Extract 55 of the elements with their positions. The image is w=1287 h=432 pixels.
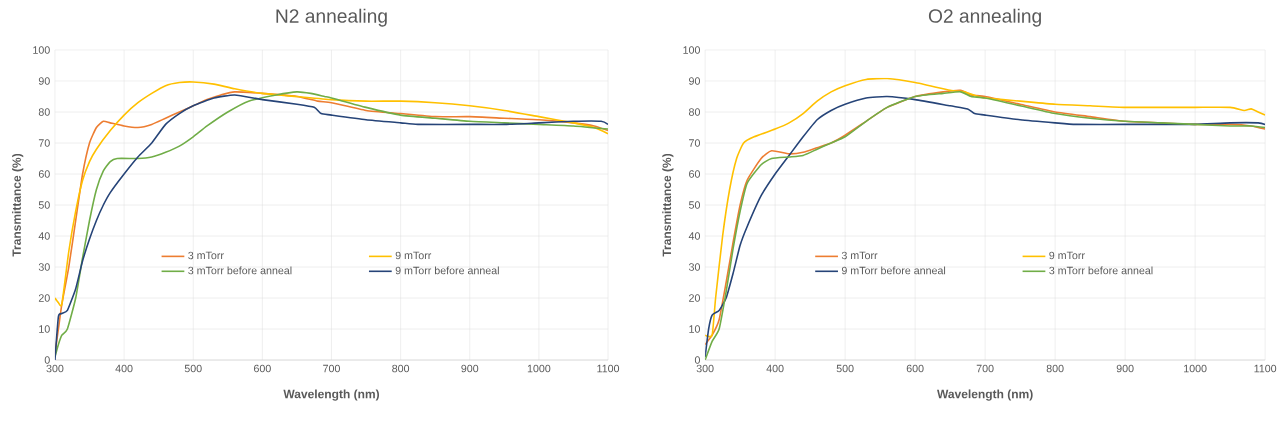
x-tick-label: 300 <box>696 364 714 373</box>
y-axis-title: Transmittance (%) <box>12 153 24 257</box>
legend-label: 3 mTorr before anneal <box>1049 266 1153 275</box>
y-tick-label: 0 <box>44 356 50 364</box>
y-tick-label: 10 <box>39 325 50 333</box>
x-tick-label: 800 <box>1046 364 1064 373</box>
y-tick-label: 40 <box>688 232 700 240</box>
x-axis-title: Wavelength (nm) <box>283 389 380 401</box>
y-tick-label: 10 <box>689 325 700 333</box>
legend-label: 3 mTorr before anneal <box>188 266 292 275</box>
x-tick-label: 700 <box>323 364 340 373</box>
x-tick-label: 800 <box>392 364 410 373</box>
y-tick-label: 90 <box>689 77 700 85</box>
y-tick-label: 0 <box>694 356 700 364</box>
chart-title: N2 annealing <box>276 8 387 27</box>
x-tick-label: 900 <box>1116 364 1134 373</box>
x-tick-label: 700 <box>976 364 994 373</box>
x-tick-label: 500 <box>184 364 202 373</box>
y-tick-label: 90 <box>38 77 50 85</box>
x-tick-label: 1100 <box>597 364 620 373</box>
y-tick-label: 20 <box>38 294 50 302</box>
y-tick-label: 40 <box>38 232 50 240</box>
y-tick-label: 50 <box>688 201 700 209</box>
y-tick-label: 80 <box>689 108 700 116</box>
y-axis-title: Transmittance (%) <box>662 153 674 257</box>
x-tick-label: 600 <box>254 364 271 373</box>
x-tick-label: 600 <box>906 364 924 373</box>
legend-label: 9 mTorr <box>1049 251 1085 260</box>
x-tick-label: 1000 <box>1184 364 1207 373</box>
line-series <box>54 81 609 306</box>
x-axis-title: Wavelength (nm) <box>937 389 1033 401</box>
y-tick-label: 60 <box>689 170 700 178</box>
y-tick-label: 70 <box>38 139 50 147</box>
y-tick-label: 50 <box>38 201 50 209</box>
legend-label: 3 mTorr <box>841 251 878 260</box>
legend-label: 9 mTorr <box>395 251 432 260</box>
x-tick-label: 300 <box>46 364 64 373</box>
chart-title: O2 annealing <box>928 8 1041 27</box>
x-tick-label: 400 <box>115 364 133 373</box>
x-tick-label: 1100 <box>1254 364 1277 373</box>
x-tick-label: 400 <box>766 364 784 373</box>
legend-label: 3 mTorr <box>188 251 224 260</box>
y-tick-label: 60 <box>38 170 50 178</box>
y-tick-label: 30 <box>38 263 50 271</box>
y-tick-label: 100 <box>33 46 50 54</box>
x-tick-label: 900 <box>461 364 479 373</box>
y-tick-label: 70 <box>689 139 700 147</box>
legend-label: 9 mTorr before anneal <box>841 266 946 275</box>
y-tick-label: 20 <box>689 294 700 302</box>
y-tick-label: 100 <box>683 46 700 54</box>
x-tick-label: 500 <box>836 364 854 373</box>
y-tick-label: 30 <box>688 263 700 271</box>
x-tick-label: 1000 <box>527 364 551 373</box>
legend-label: 9 mTorr before anneal <box>395 266 499 275</box>
y-tick-label: 80 <box>38 108 50 116</box>
